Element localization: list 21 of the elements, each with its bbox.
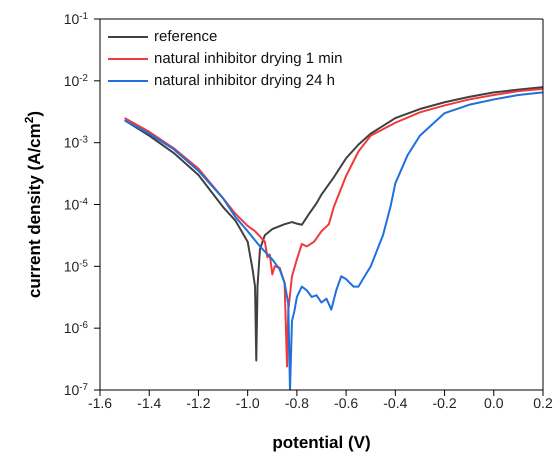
y-tick-label: 10$^{-4}$ (64, 196, 89, 212)
y-tick-label: 10$^{-1}$ (64, 10, 88, 27)
x-tick-label: -0.4 (383, 394, 408, 411)
x-tick-label: -1.2 (186, 394, 211, 411)
y-tick-label: 10$^{-7}$ (64, 382, 88, 398)
x-tick-label: -0.8 (284, 394, 310, 411)
x-tick-label: -1.4 (137, 394, 162, 411)
x-tick-label: -0.6 (334, 394, 358, 411)
y-tick-label: 10$^{-2}$ (64, 72, 88, 89)
legend-label: reference (154, 27, 218, 47)
x-tick-label: -1.6 (88, 394, 112, 411)
y-tick-label: 10$^{-6}$ (64, 320, 89, 336)
legend-label: natural inhibitor drying 24 h (154, 71, 335, 91)
x-tick-label: -0.2 (432, 394, 457, 411)
x-tick-label: 0.0 (484, 394, 504, 411)
x-axis-title: potential (V) (272, 433, 371, 452)
y-tick-label: 10$^{-3}$ (64, 134, 89, 151)
x-tick-label: 0.2 (533, 394, 553, 411)
x-tick-label: -1.0 (236, 394, 260, 411)
legend-label: natural inhibitor drying 1 min (154, 49, 342, 69)
y-tick-label: 10$^{-5}$ (64, 258, 89, 274)
